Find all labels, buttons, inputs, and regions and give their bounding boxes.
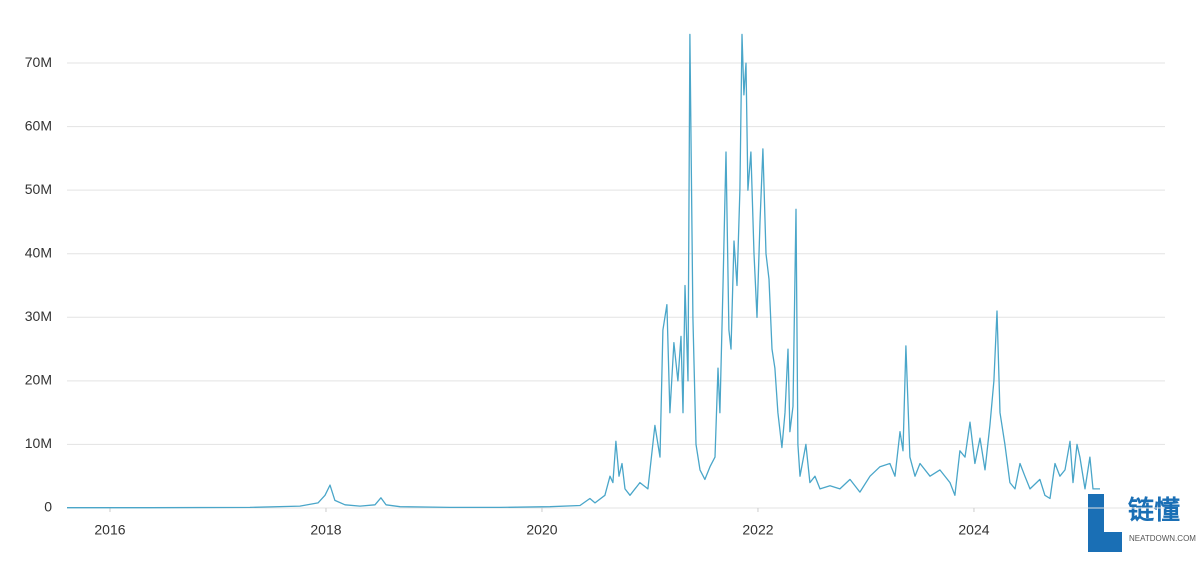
x-tick-label: 2022 [742, 522, 773, 538]
watermark: 链懂 NEATDOWN.COM [1088, 494, 1196, 552]
x-tick-label: 2020 [526, 522, 557, 538]
x-tick-label: 2016 [94, 522, 125, 538]
y-tick-label: 20M [25, 372, 52, 388]
x-tick-label: 2018 [310, 522, 341, 538]
y-tick-label: 0 [44, 499, 52, 515]
y-tick-label: 40M [25, 244, 52, 260]
y-tick-label: 10M [25, 435, 52, 451]
x-tick-label: 2024 [958, 522, 989, 538]
y-tick-label: 50M [25, 181, 52, 197]
logo-site: NEATDOWN.COM [1129, 534, 1196, 543]
logo-mark [1088, 494, 1122, 552]
logo-text: 链懂 [1128, 495, 1180, 525]
y-tick-label: 30M [25, 308, 52, 324]
line [67, 33, 1100, 509]
y-tick-label: 60M [25, 117, 52, 133]
y-tick-label: 70M [25, 54, 52, 70]
